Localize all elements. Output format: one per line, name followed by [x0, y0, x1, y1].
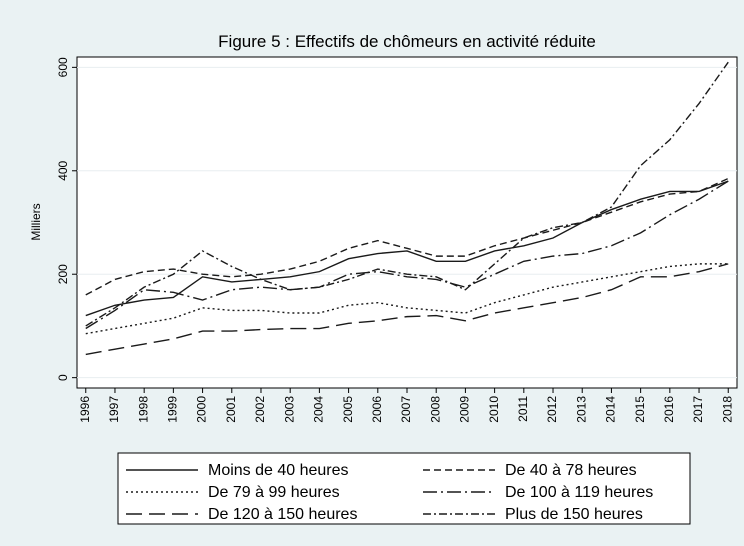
x-tick-label: 1998: [136, 396, 150, 423]
y-tick-label: 0: [56, 374, 70, 381]
y-tick-label: 600: [56, 57, 70, 77]
legend-label: Moins de 40 heures: [208, 462, 349, 479]
x-tick-label: 2012: [545, 396, 559, 423]
x-tick-label: 2015: [633, 396, 647, 423]
x-tick-label: 2003: [282, 396, 296, 423]
x-tick-label: 2002: [253, 396, 267, 423]
x-tick-label: 2009: [458, 396, 472, 423]
plot-area: [76, 56, 738, 389]
legend: [117, 452, 691, 525]
x-tick-label: 2005: [341, 396, 355, 423]
chart-title: Figure 5 : Effectifs de chômeurs en acti…: [218, 32, 596, 51]
y-tick-label: 400: [56, 160, 70, 180]
x-tick-label: 2006: [370, 396, 384, 423]
series-line: [85, 61, 729, 327]
legend-label: De 100 à 119 heures: [505, 484, 653, 501]
x-tick-label: 2017: [691, 396, 705, 423]
x-tick-label: 2013: [574, 396, 588, 423]
x-tick-label: 2014: [604, 396, 618, 423]
series-line: [85, 180, 729, 317]
x-tick-label: 1996: [78, 396, 92, 423]
x-tick-label: 2016: [662, 396, 676, 423]
legend-label: De 40 à 78 heures: [505, 462, 637, 479]
series-line: [85, 263, 729, 335]
x-tick-label: 1997: [107, 396, 121, 423]
x-tick-label: 2000: [195, 396, 209, 423]
legend-label: Plus de 150 heures: [505, 506, 643, 523]
legend-label: De 79 à 99 heures: [208, 484, 340, 501]
x-tick-label: 2008: [428, 396, 442, 423]
x-tick-label: 1999: [166, 396, 180, 423]
legend-label: De 120 à 150 heures: [208, 506, 357, 523]
x-tick-label: 2010: [487, 396, 501, 423]
series-line: [85, 263, 729, 356]
series-line: [85, 177, 729, 296]
x-tick-label: 2001: [224, 396, 238, 423]
x-tick-label: 2004: [312, 396, 326, 423]
y-axis-label: Milliers: [29, 203, 43, 240]
series-line: [85, 180, 729, 330]
x-tick-label: 2018: [720, 396, 734, 423]
x-tick-label: 2011: [516, 396, 530, 422]
x-tick-label: 2007: [399, 396, 413, 423]
y-tick-label: 200: [56, 264, 70, 284]
